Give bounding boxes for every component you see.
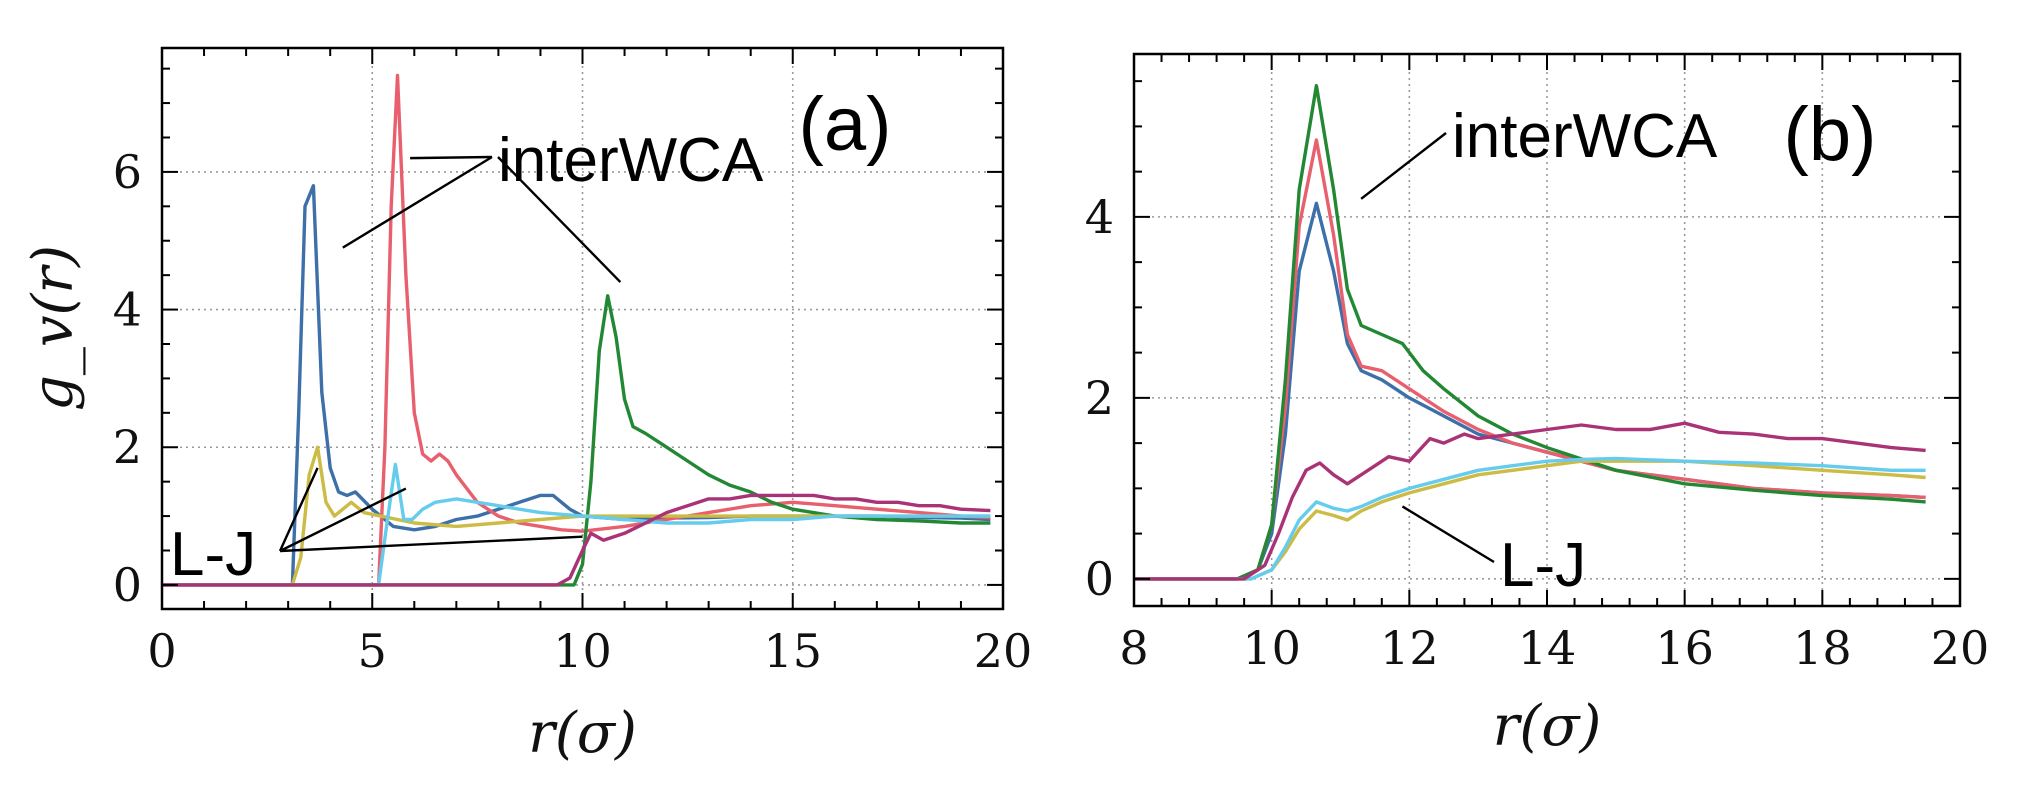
- annotation-leader: [279, 487, 407, 553]
- annotation-label: interWCA: [498, 126, 764, 195]
- x-tick-label: 8: [1119, 621, 1148, 675]
- x-tick-label: 10: [1242, 621, 1301, 675]
- x-axis-label: r(σ): [528, 701, 637, 766]
- series-red-line: [162, 73, 991, 587]
- x-tick-label: 16: [1655, 621, 1714, 675]
- x-tick-label: 20: [974, 624, 1033, 678]
- y-tick-label: 2: [1085, 371, 1114, 425]
- annotation-label: L-J: [170, 520, 256, 589]
- annotation-leader: [1360, 132, 1447, 200]
- y-axis-label: g_v(r): [21, 245, 86, 411]
- series-green-line: [1134, 84, 1926, 581]
- panel-label: (b): [1784, 92, 1877, 177]
- panel-a: 0 5 10 15 20 0 2 4 6 r(σ) g_v(r) (a) interWCA L-J: [21, 46, 1033, 766]
- annotation-leader: [497, 156, 622, 283]
- x-tick-label: 18: [1793, 621, 1852, 675]
- y-tick-label: 2: [113, 420, 142, 474]
- annotation-leader: [1401, 505, 1495, 564]
- series-blue-line: [162, 184, 991, 587]
- y-tick-label: 0: [1085, 552, 1114, 606]
- series-purple-line: [1134, 421, 1926, 581]
- annotation-label: interWCA: [1452, 102, 1718, 171]
- annotation-leader: [278, 467, 319, 552]
- x-tick-label: 15: [763, 624, 822, 678]
- series-blue-line: [1134, 201, 1926, 581]
- panel-b: 8 10 12 14 16 18 20 0 2 4 r(σ) (b) interWCA L-J: [1085, 52, 1990, 759]
- x-tick-label: 20: [1931, 621, 1990, 675]
- y-tick-label: 4: [1085, 190, 1114, 244]
- annotation-leader: [279, 535, 583, 553]
- series-green-line: [162, 294, 991, 587]
- x-tick-label: 10: [553, 624, 612, 678]
- annotation-label: L-J: [1500, 531, 1586, 600]
- annotation-leader: [342, 155, 493, 249]
- series-red-line: [1134, 138, 1926, 581]
- series-cyan-line: [1134, 456, 1926, 581]
- x-tick-label: 14: [1518, 621, 1577, 675]
- y-tick-label: 4: [113, 283, 142, 337]
- y-tick-label: 6: [113, 145, 142, 199]
- panel-label: (a): [799, 82, 892, 167]
- series-purple-line: [162, 493, 991, 587]
- annotation-leader: [410, 155, 493, 160]
- x-tick-label: 0: [147, 624, 176, 678]
- y-tick-label: 0: [113, 558, 142, 612]
- series-cyan-line: [162, 462, 991, 587]
- x-tick-label: 12: [1380, 621, 1439, 675]
- x-axis-label: r(σ): [1493, 694, 1602, 759]
- x-tick-label: 5: [358, 624, 387, 678]
